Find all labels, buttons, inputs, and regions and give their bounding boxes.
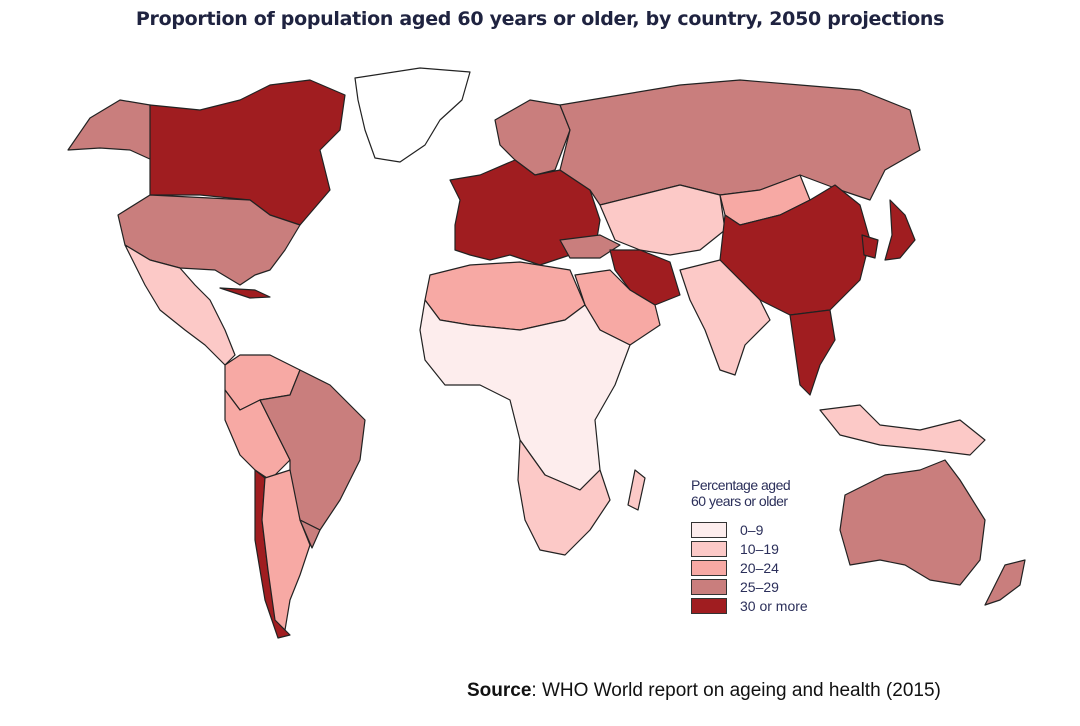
legend-title-line2: 60 years or older xyxy=(691,493,788,509)
region-korea xyxy=(861,234,879,259)
region-russia xyxy=(559,79,921,206)
region-canada xyxy=(149,79,346,226)
legend-item: 0–9 xyxy=(691,520,808,539)
region-sub-saharan-africa xyxy=(419,299,631,491)
legend-item: 20–24 xyxy=(691,558,808,577)
legend-label: 20–24 xyxy=(740,559,779,576)
region-argentina xyxy=(261,469,311,631)
source-note: Source: WHO World report on ageing and h… xyxy=(467,680,941,702)
region-greenland xyxy=(354,67,471,163)
legend-swatch xyxy=(691,559,727,576)
region-alaska xyxy=(67,99,153,161)
legend-title-line1: Percentage aged xyxy=(691,477,791,493)
region-madagascar xyxy=(627,469,646,511)
legend-item: 30 or more xyxy=(691,596,808,615)
source-text: : WHO World report on ageing and health … xyxy=(531,680,941,701)
region-cuba-caribbean xyxy=(219,287,271,299)
region-indonesia xyxy=(819,404,986,456)
legend-label: 0–9 xyxy=(740,521,764,538)
region-mexico-central-america xyxy=(124,244,236,366)
region-north-africa xyxy=(424,261,586,331)
region-iran xyxy=(609,249,681,306)
region-australia xyxy=(839,459,986,586)
legend-label: 25–29 xyxy=(740,578,779,595)
region-uruguay xyxy=(299,519,321,549)
region-india xyxy=(679,259,771,376)
region-southern-africa xyxy=(517,439,611,556)
region-japan xyxy=(884,199,916,261)
source-label: Source xyxy=(467,680,532,701)
legend-item: 10–19 xyxy=(691,539,808,558)
legend-swatch xyxy=(691,521,727,538)
legend-swatch xyxy=(691,578,727,595)
legend-swatch xyxy=(691,597,727,614)
legend-label: 10–19 xyxy=(740,540,779,557)
legend-label: 30 or more xyxy=(740,597,808,614)
region-new-zealand xyxy=(984,559,1026,606)
region-peru-bolivia xyxy=(224,389,291,481)
region-thailand-vietnam xyxy=(789,309,836,396)
region-scandinavia xyxy=(494,99,571,176)
map-title: Proportion of population aged 60 years o… xyxy=(135,8,945,30)
legend-item: 25–29 xyxy=(691,577,808,596)
region-brazil xyxy=(259,369,366,531)
region-central-asia xyxy=(599,184,726,256)
legend-swatch xyxy=(691,540,727,557)
map-legend: Percentage aged 60 years or older 0–9 10… xyxy=(691,477,808,615)
